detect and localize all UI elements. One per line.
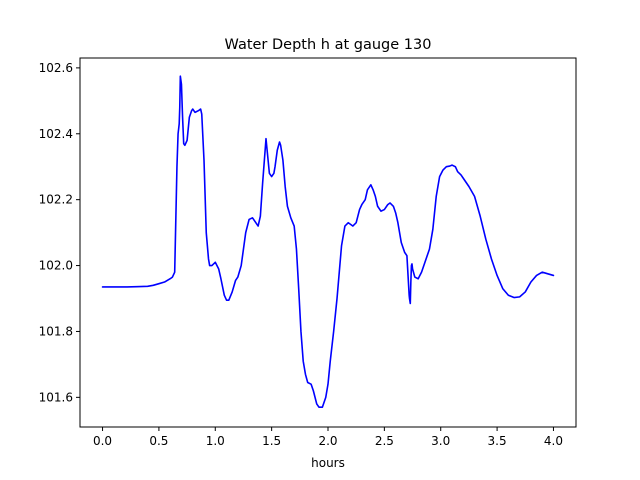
x-tick-label: 2.5 (375, 434, 394, 448)
y-tick-label: 101.6 (39, 390, 73, 404)
y-tick-label: 102.4 (39, 127, 73, 141)
y-tick-label: 101.8 (39, 324, 73, 338)
x-tick-label: 3.5 (488, 434, 507, 448)
series-line (101, 75, 555, 409)
x-tick-label: 1.0 (206, 434, 225, 448)
plot-area (79, 57, 577, 428)
plot-background (80, 58, 576, 427)
y-axis: 101.6 101.8 102.0 102.2 102.4 102.6 (39, 61, 80, 404)
chart-title: Water Depth h at gauge 130 (225, 37, 432, 53)
y-tick-label: 102.6 (39, 61, 73, 75)
y-tick-label: 102.0 (39, 259, 73, 273)
x-tick-label: 2.0 (318, 434, 337, 448)
x-tick-label: 1.5 (262, 434, 281, 448)
x-tick-label: 0.5 (149, 434, 168, 448)
y-tick-label: 102.2 (39, 193, 73, 207)
series-layer (101, 75, 555, 409)
x-axis: 0.0 0.5 1.0 1.5 2.0 2.5 3.0 3.5 4.0 (93, 427, 563, 448)
x-tick-label: 0.0 (93, 434, 112, 448)
x-tick-label: 3.0 (431, 434, 450, 448)
x-axis-label: hours (311, 456, 345, 470)
x-tick-label: 4.0 (544, 434, 563, 448)
